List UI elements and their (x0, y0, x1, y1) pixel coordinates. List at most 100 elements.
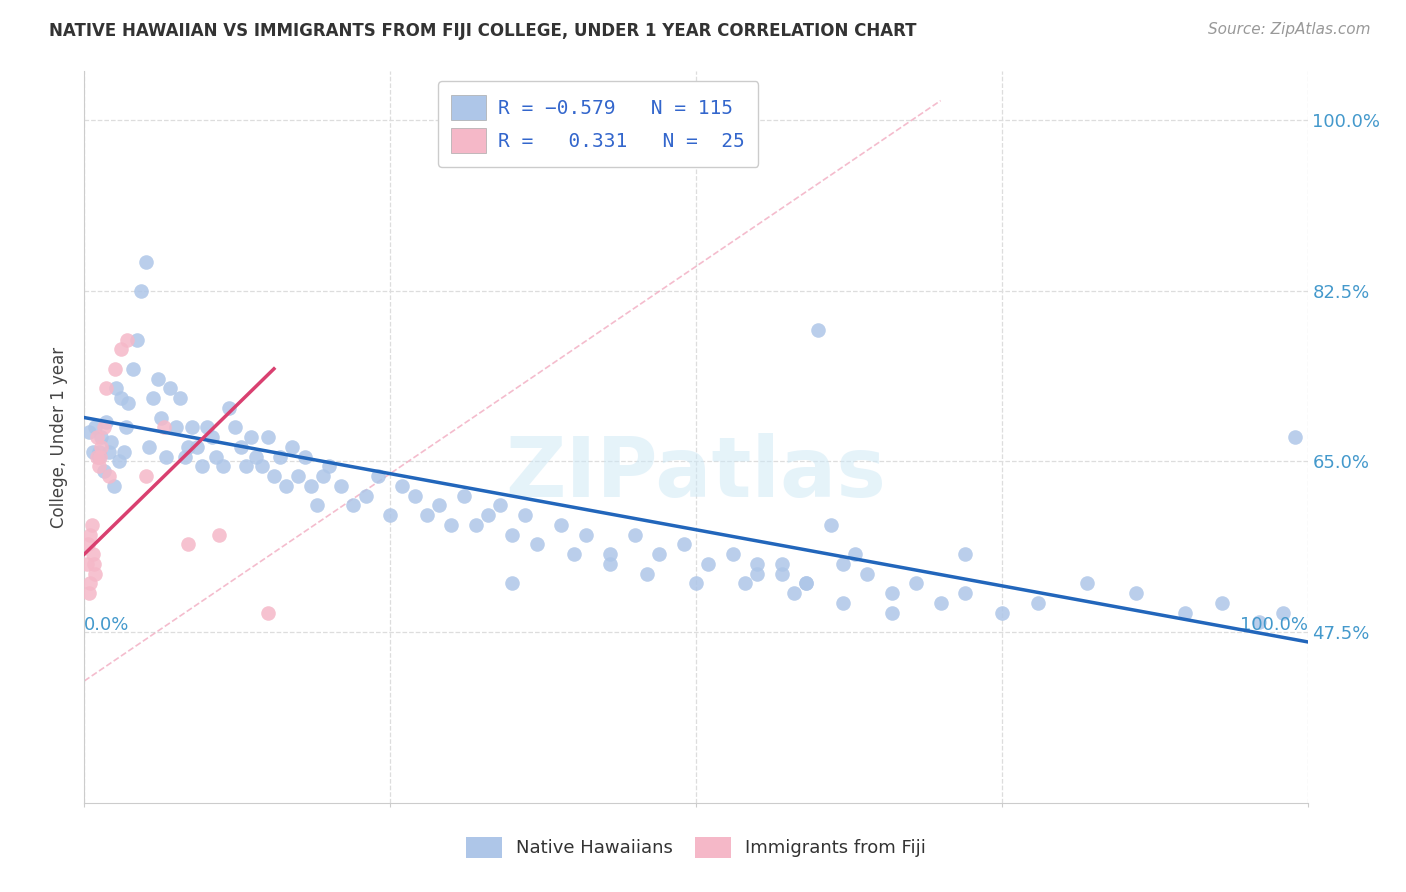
Point (122, 361, 145, 376)
Point (263, 469, 285, 483)
Point (502, 527, 524, 541)
Point (685, 576, 707, 591)
Point (831, 596, 853, 610)
Point (86, 430, 108, 444)
Point (245, 450, 267, 464)
Point (464, 517, 486, 532)
Point (636, 566, 658, 581)
Point (82, 547, 104, 561)
Point (79, 576, 101, 591)
Point (672, 537, 695, 551)
Point (86, 450, 108, 464)
Point (80, 517, 103, 532)
Point (115, 333, 138, 347)
Legend: Native Hawaiians, Immigrants from Fiji: Native Hawaiians, Immigrants from Fiji (457, 828, 935, 867)
Point (97, 444, 120, 458)
Point (330, 479, 353, 493)
Point (721, 547, 744, 561)
Point (218, 401, 240, 415)
Point (96, 416, 118, 430)
Point (100, 434, 122, 449)
Point (235, 459, 257, 474)
Point (342, 499, 364, 513)
Point (159, 381, 181, 395)
Point (269, 450, 291, 464)
Point (794, 576, 817, 591)
Point (107, 454, 129, 468)
Point (747, 557, 769, 571)
Point (191, 459, 214, 474)
Point (905, 576, 928, 591)
Point (697, 557, 720, 571)
Point (104, 361, 127, 376)
Point (502, 576, 524, 591)
Point (794, 576, 817, 591)
Point (367, 469, 389, 483)
Point (599, 557, 621, 571)
Point (734, 576, 756, 591)
Point (77, 537, 100, 551)
Point (624, 527, 647, 541)
Point (807, 323, 830, 337)
Point (229, 440, 252, 454)
Point (125, 333, 148, 347)
Point (770, 557, 793, 571)
Point (831, 557, 853, 571)
Text: 100.0%: 100.0% (1240, 616, 1308, 634)
Point (90, 430, 112, 444)
Text: 0.0%: 0.0% (84, 616, 129, 634)
Point (103, 479, 125, 493)
Point (440, 517, 463, 532)
Point (83, 557, 105, 571)
Point (115, 420, 138, 434)
Point (747, 566, 769, 581)
Point (880, 586, 903, 600)
Point (856, 566, 879, 581)
Point (76, 557, 98, 571)
Point (257, 430, 280, 444)
Point (135, 254, 157, 268)
Y-axis label: College, Under 1 year: College, Under 1 year (51, 346, 69, 528)
Point (404, 489, 426, 503)
Point (276, 479, 298, 493)
Point (90, 440, 112, 454)
Point (84, 420, 107, 434)
Point (208, 527, 231, 541)
Point (844, 547, 866, 561)
Point (173, 450, 195, 464)
Point (117, 396, 139, 410)
Point (562, 547, 585, 561)
Point (287, 469, 309, 483)
Point (211, 459, 233, 474)
Point (97, 469, 120, 483)
Point (77, 586, 100, 600)
Point (142, 391, 165, 405)
Point (82, 444, 104, 458)
Point (165, 420, 187, 434)
Point (1028, 596, 1050, 610)
Point (1247, 615, 1270, 630)
Text: NATIVE HAWAIIAN VS IMMIGRANTS FROM FIJI COLLEGE, UNDER 1 YEAR CORRELATION CHART: NATIVE HAWAIIAN VS IMMIGRANTS FROM FIJI … (49, 22, 917, 40)
Point (312, 469, 335, 483)
Point (150, 410, 173, 425)
Point (177, 440, 200, 454)
Point (453, 489, 475, 503)
Point (129, 284, 152, 298)
Point (281, 440, 304, 454)
Point (112, 444, 135, 458)
Point (305, 499, 328, 513)
Point (599, 547, 621, 561)
Point (169, 391, 191, 405)
Point (1272, 606, 1295, 620)
Point (77, 425, 100, 440)
Point (87, 444, 110, 458)
Point (110, 391, 132, 405)
Point (195, 420, 218, 434)
Point (155, 450, 177, 464)
Point (87, 459, 110, 474)
Text: ZIPatlas: ZIPatlas (506, 434, 886, 514)
Point (105, 381, 128, 395)
Point (1125, 586, 1147, 600)
Point (318, 459, 340, 474)
Point (186, 440, 208, 454)
